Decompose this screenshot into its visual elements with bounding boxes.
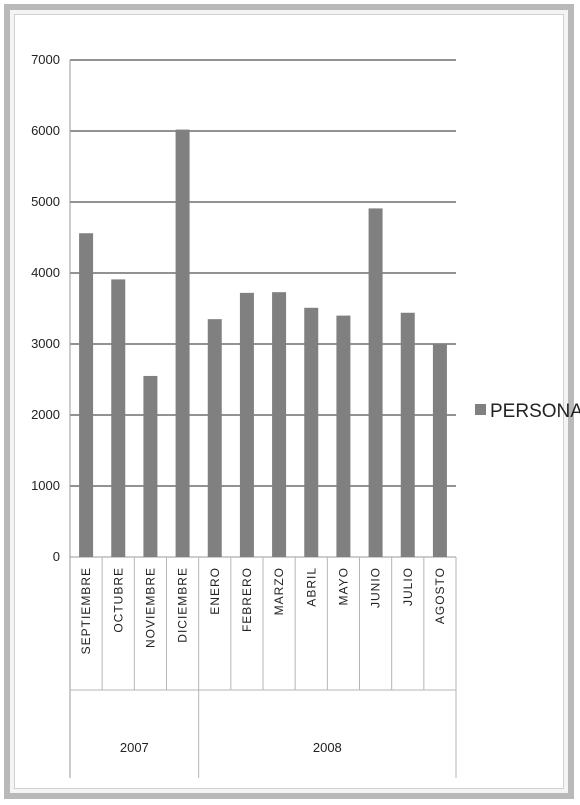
group-label: 2008 [313, 740, 342, 755]
category-label: NOVIEMBRE [143, 567, 157, 648]
chart-frame-inner [14, 14, 564, 789]
y-tick-label: 5000 [31, 194, 60, 209]
group-label: 2007 [120, 740, 149, 755]
axes [69, 60, 457, 778]
bar [175, 129, 190, 557]
chart-frame [4, 4, 574, 799]
y-tick-label: 1000 [31, 478, 60, 493]
bar [207, 319, 222, 557]
bar [272, 292, 287, 557]
gridlines [70, 59, 456, 487]
category-label: AGOSTO [433, 567, 447, 624]
category-label: OCTUBRE [111, 567, 125, 633]
category-label: MAYO [336, 567, 350, 605]
bar [400, 312, 415, 557]
category-labels: SEPTIEMBRE OCTUBRE NOVIEMBRE DICIEMBRE ENERO… [79, 567, 447, 654]
bar [336, 315, 351, 557]
group-labels: 2007 2008 [120, 740, 342, 755]
bar [111, 279, 126, 557]
category-label: DICIEMBRE [176, 567, 190, 643]
y-tick-label: 0 [53, 549, 60, 564]
y-tick-label: 3000 [31, 336, 60, 351]
bar [79, 233, 94, 558]
legend-label: PERSONA [490, 401, 580, 422]
y-tick-label: 7000 [31, 52, 60, 67]
category-label: MARZO [272, 567, 286, 615]
y-tick-label: 4000 [31, 265, 60, 280]
category-label: ABRIL [304, 567, 318, 607]
category-label: JULIO [401, 567, 415, 606]
legend-swatch [475, 404, 486, 415]
category-label: ENERO [208, 567, 222, 615]
bar [304, 307, 319, 557]
category-label: SEPTIEMBRE [79, 567, 93, 654]
category-label: JUNIO [369, 567, 383, 608]
bar [368, 208, 383, 557]
bars [79, 129, 447, 558]
bar [432, 344, 447, 557]
bar [239, 292, 254, 557]
y-tick-label: 6000 [31, 123, 60, 138]
category-label: FEBRERO [240, 567, 254, 632]
y-tick-label: 2000 [31, 407, 60, 422]
bar [143, 375, 158, 557]
legend: PERSONA [475, 401, 580, 422]
y-tick-labels: 0 1000 2000 3000 4000 5000 6000 7000 [31, 52, 60, 564]
